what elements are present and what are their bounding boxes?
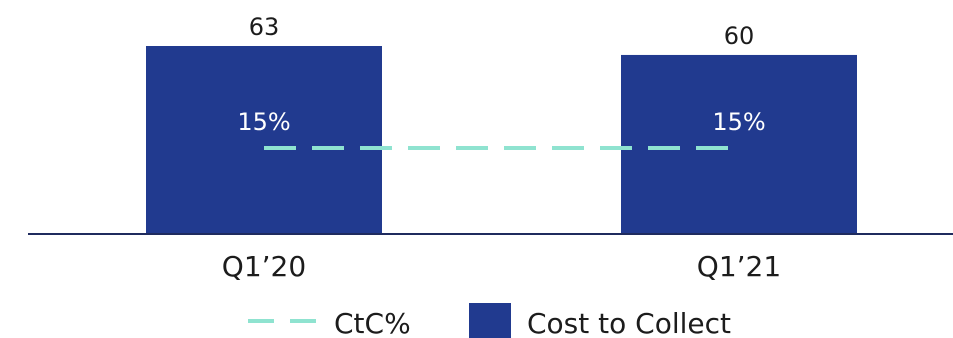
- legend-cost-label: Cost to Collect: [527, 307, 731, 338]
- bars-layer: [146, 46, 857, 235]
- x-tick-label-1: Q1’20: [222, 250, 306, 283]
- legend-ctc-label: CtC%: [334, 307, 411, 338]
- bar-value-label-2: 60: [724, 22, 755, 50]
- ctc-percent-label-2: 15%: [712, 108, 765, 136]
- bar-1: [146, 46, 382, 234]
- x-tick-label-2: Q1’21: [697, 250, 781, 283]
- bar-2: [621, 54, 857, 235]
- bar-value-label-1: 63: [249, 13, 280, 41]
- ctc-percent-label-1: 15%: [237, 108, 290, 136]
- legend: CtC% Cost to Collect: [248, 303, 731, 338]
- legend-cost-marker: [469, 303, 511, 338]
- labels-layer: 63 15% Q1’20 60 15% Q1’21: [222, 13, 781, 283]
